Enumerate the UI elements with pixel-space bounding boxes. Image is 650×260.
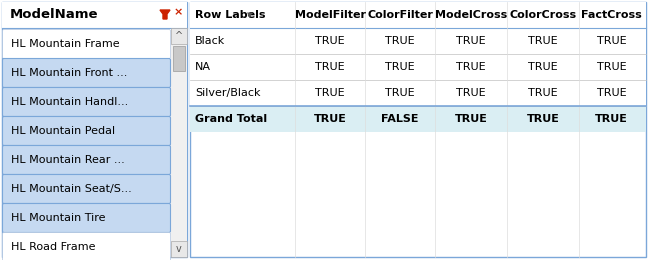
Text: FALSE: FALSE [382,114,419,124]
FancyBboxPatch shape [3,204,170,232]
Text: TRUE: TRUE [595,114,628,124]
FancyBboxPatch shape [3,29,170,58]
Text: TRUE: TRUE [456,88,486,98]
Bar [190,80,646,106]
Text: TRUE: TRUE [597,62,627,72]
Text: HL Road Frame: HL Road Frame [11,242,96,252]
Text: v: v [176,244,182,254]
Bar [171,241,187,257]
Bar [2,2,187,28]
Text: HL Mountain Handl...: HL Mountain Handl... [11,97,128,107]
FancyBboxPatch shape [3,116,170,146]
Text: ColorFilter: ColorFilter [367,10,433,20]
Bar [173,46,185,71]
Text: ModelFilter: ModelFilter [294,10,365,20]
Text: TRUE: TRUE [528,36,558,46]
Text: ^: ^ [175,31,183,41]
Bar [2,2,187,257]
Text: FactCross: FactCross [581,10,642,20]
Bar [171,28,187,44]
Text: ▼: ▼ [247,12,252,18]
Text: TRUE: TRUE [597,88,627,98]
Text: ModelCross: ModelCross [435,10,507,20]
Bar [190,28,646,54]
Text: TRUE: TRUE [313,114,346,124]
FancyBboxPatch shape [3,232,170,260]
Text: Black: Black [195,36,226,46]
Text: Row Labels: Row Labels [195,10,265,20]
Text: TRUE: TRUE [597,36,627,46]
Text: TRUE: TRUE [528,62,558,72]
Text: HL Mountain Seat/S...: HL Mountain Seat/S... [11,184,132,194]
Text: HL Mountain Frame: HL Mountain Frame [11,39,120,49]
FancyBboxPatch shape [3,174,170,204]
FancyBboxPatch shape [3,88,170,116]
Text: ×: × [174,7,183,17]
Text: HL Mountain Front ...: HL Mountain Front ... [11,68,127,78]
Text: TRUE: TRUE [315,88,344,98]
Bar [190,54,646,80]
Text: Silver/Black: Silver/Black [195,88,261,98]
Text: TRUE: TRUE [456,62,486,72]
Text: TRUE: TRUE [315,36,344,46]
Text: TRUE: TRUE [456,36,486,46]
Text: ModelName: ModelName [10,9,99,22]
Text: NA: NA [195,62,211,72]
Bar [171,28,187,257]
Text: HL Mountain Tire: HL Mountain Tire [11,213,105,223]
FancyBboxPatch shape [3,146,170,174]
Text: TRUE: TRUE [528,88,558,98]
Text: TRUE: TRUE [526,114,560,124]
Polygon shape [160,10,170,19]
Text: ColorCross: ColorCross [510,10,577,20]
Text: TRUE: TRUE [315,62,344,72]
Text: TRUE: TRUE [454,114,488,124]
Bar [190,2,646,28]
Text: TRUE: TRUE [385,62,415,72]
Text: TRUE: TRUE [385,36,415,46]
Text: TRUE: TRUE [385,88,415,98]
Bar [190,2,646,257]
Text: HL Mountain Pedal: HL Mountain Pedal [11,126,115,136]
Text: HL Mountain Rear ...: HL Mountain Rear ... [11,155,125,165]
Bar [190,106,646,132]
FancyBboxPatch shape [3,58,170,88]
Text: Grand Total: Grand Total [195,114,267,124]
